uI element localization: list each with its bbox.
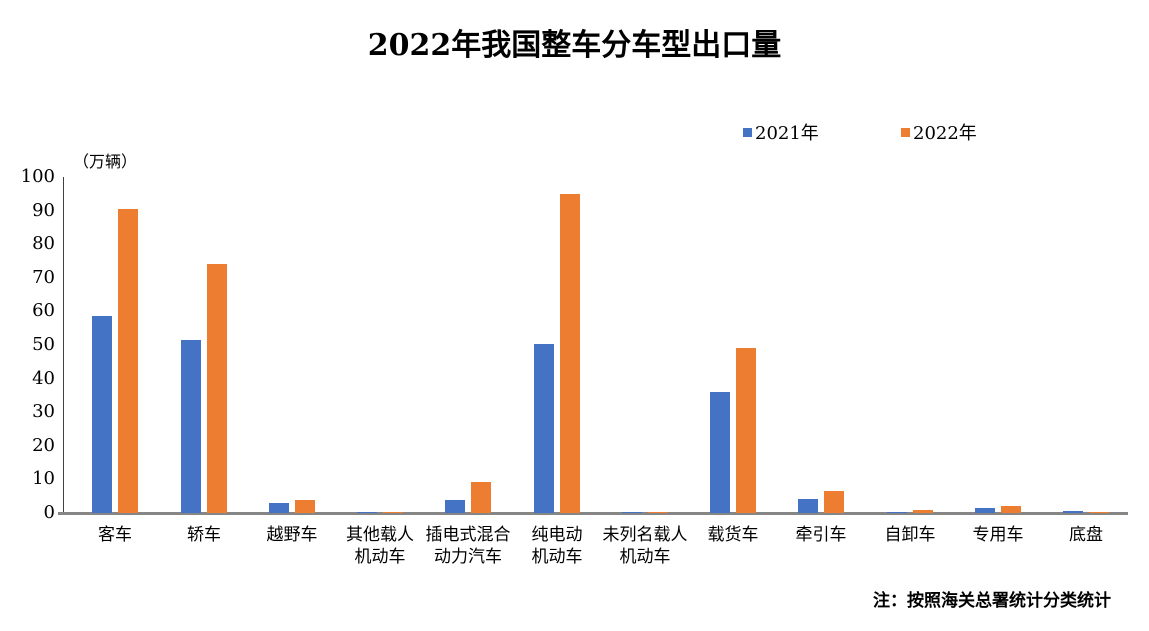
footnote: 注：按照海关总署统计分类统计 — [873, 591, 1111, 611]
y-tick-label-0: 0 — [43, 502, 55, 523]
bar-2022年-插电式混合动力汽车 — [471, 482, 491, 513]
bar-2021年-插电式混合动力汽车 — [445, 500, 465, 513]
y-tick-label-80: 80 — [32, 233, 55, 255]
category-label-载货车: 载货车 — [707, 525, 759, 545]
bar-2022年-自卸车 — [913, 510, 933, 513]
category-label-其他载人机动车: 其他载人 机动车 — [346, 525, 414, 567]
bar-2022年-未列名载人机动车 — [648, 512, 668, 513]
y-axis-line — [63, 177, 64, 513]
category-label-轿车: 轿车 — [187, 525, 221, 545]
bar-2021年-未列名载人机动车 — [622, 512, 642, 513]
category-label-纯电动机动车: 纯电动 机动车 — [531, 525, 583, 567]
bar-2022年-轿车 — [207, 264, 227, 513]
category-label-客车: 客车 — [98, 525, 132, 545]
bar-2022年-客车 — [118, 209, 138, 513]
x-axis-baseline — [58, 512, 1128, 515]
legend-label: 2021年 — [755, 123, 819, 144]
y-tick-label-30: 30 — [32, 401, 55, 423]
category-label-越野车: 越野车 — [266, 525, 318, 545]
chart-title: 2022年我国整车分车型出口量 — [367, 28, 782, 63]
bar-2021年-专用车 — [975, 508, 995, 513]
bar-2022年-牵引车 — [824, 491, 844, 513]
category-label-插电式混合动力汽车: 插电式混合 动力汽车 — [425, 525, 511, 567]
legend-swatch-icon — [743, 127, 752, 137]
legend-label: 2022年 — [913, 123, 977, 144]
bar-2021年-轿车 — [181, 340, 201, 513]
bar-2022年-其他载人机动车 — [383, 512, 403, 513]
y-tick-label-40: 40 — [32, 367, 55, 389]
legend-swatch-icon — [901, 127, 910, 137]
category-label-专用车: 专用车 — [972, 525, 1024, 545]
legend: 2021年 2022年 — [0, 121, 1149, 144]
category-label-自卸车: 自卸车 — [884, 525, 936, 545]
y-tick-label-60: 60 — [32, 300, 55, 322]
bar-2021年-牵引车 — [798, 499, 818, 513]
bar-2022年-底盘 — [1089, 512, 1109, 513]
y-tick-label-70: 70 — [32, 266, 55, 288]
category-label-牵引车: 牵引车 — [795, 525, 847, 545]
bar-2022年-纯电动机动车 — [560, 194, 580, 513]
category-label-底盘: 底盘 — [1069, 525, 1103, 545]
category-label-未列名载人机动车: 未列名载人 机动车 — [602, 525, 688, 567]
legend-item-2022年: 2022年 — [901, 121, 977, 144]
bar-2021年-自卸车 — [887, 512, 907, 513]
y-tick-label-100: 100 — [20, 166, 55, 187]
bar-2021年-纯电动机动车 — [534, 344, 554, 513]
y-tick-label-10: 10 — [32, 468, 55, 490]
bar-2022年-专用车 — [1001, 506, 1021, 513]
bar-2021年-越野车 — [269, 503, 289, 513]
bar-2021年-客车 — [92, 316, 112, 513]
bar-2021年-其他载人机动车 — [357, 512, 377, 513]
bar-2021年-底盘 — [1063, 511, 1083, 513]
bar-2021年-载货车 — [710, 392, 730, 513]
y-axis-unit-label: （万辆） — [73, 152, 138, 171]
bar-2022年-载货车 — [736, 348, 756, 513]
y-tick-label-20: 20 — [32, 434, 55, 456]
y-tick-label-50: 50 — [32, 334, 55, 355]
y-tick-label-90: 90 — [32, 199, 55, 221]
legend-item-2021年: 2021年 — [743, 121, 819, 144]
bar-2022年-越野车 — [295, 500, 315, 513]
